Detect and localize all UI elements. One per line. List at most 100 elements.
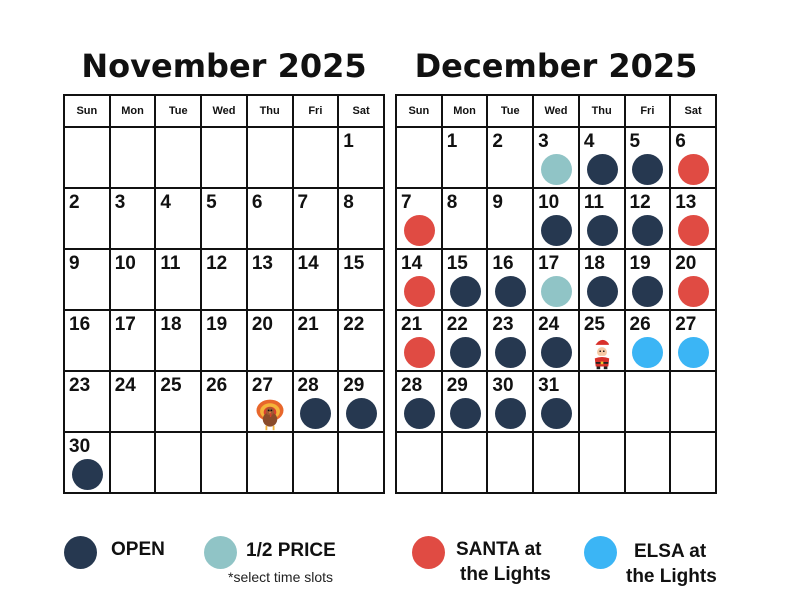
day-cell: 14 [291, 248, 340, 311]
empty-day-cell [486, 431, 535, 494]
calendar-week: 1 2 3 4 5 6 [395, 126, 717, 189]
weekday-sat: Sat [669, 94, 717, 128]
day-number: 18 [160, 314, 182, 335]
day-cell: 26 [200, 370, 248, 433]
santa-dot-icon [678, 215, 710, 246]
day-cell: 17 [532, 248, 580, 311]
elsa-dot-icon [678, 337, 710, 368]
day-number: 21 [297, 314, 319, 335]
day-number: 19 [629, 253, 651, 274]
open-dot-icon [449, 337, 481, 368]
empty-day-cell [532, 431, 580, 494]
half-price-dot-icon [540, 276, 572, 307]
calendar-week [395, 431, 717, 494]
day-cell: 7 [291, 187, 340, 250]
empty-day-cell [395, 431, 443, 494]
open-dot-icon [449, 276, 481, 307]
empty-day-cell [63, 126, 111, 189]
day-number: 5 [629, 131, 641, 152]
day-cell: 27 [245, 370, 294, 433]
empty-day-cell [669, 370, 717, 433]
calendar-week: 1 [63, 126, 385, 189]
day-number: 28 [297, 375, 319, 396]
day-number: 16 [69, 314, 91, 335]
weekday-mon: Mon [440, 94, 489, 128]
day-cell: 26 [623, 309, 672, 372]
weekday-header-row: Sun Mon Tue Wed Thu Fri Sat [395, 94, 717, 128]
empty-day-cell [108, 126, 157, 189]
day-number: 5 [206, 192, 217, 213]
day-number: 15 [343, 253, 365, 274]
day-cell: 10 [532, 187, 580, 250]
day-cell: 9 [486, 187, 535, 250]
day-cell: 1 [337, 126, 385, 189]
legend-half-price-label: 1/2 PRICE [246, 540, 336, 561]
day-number: 27 [251, 375, 273, 396]
empty-day-cell [395, 126, 443, 189]
day-cell: 15 [440, 248, 489, 311]
day-number: 30 [492, 375, 514, 396]
day-cell: 29 [440, 370, 489, 433]
weekday-tue: Tue [154, 94, 203, 128]
open-dot-icon [540, 398, 572, 429]
day-number: 11 [160, 253, 181, 274]
calendar-week: 7 8 9 10 11 12 13 [395, 187, 717, 250]
day-number: 1 [343, 131, 354, 152]
open-dot-icon [300, 398, 332, 429]
calendar-week: 23 24 25 26 27 28 29 [63, 370, 385, 433]
day-number: 6 [251, 192, 263, 213]
day-cell: 11 [577, 187, 626, 250]
empty-day-cell [623, 431, 672, 494]
day-number: 31 [538, 375, 560, 396]
day-cell: 22 [337, 309, 385, 372]
day-cell: 11 [154, 248, 203, 311]
open-dot-icon [403, 398, 435, 429]
legend: OPEN 1/2 PRICE *select time slots SANTA … [0, 530, 800, 600]
day-number: 10 [538, 192, 560, 213]
month-title: December 2025 [414, 47, 698, 85]
day-cell: 24 [532, 309, 580, 372]
weekday-thu: Thu [245, 94, 294, 128]
santa-dot-icon [678, 276, 710, 307]
day-number: 25 [583, 314, 605, 335]
day-cell: 7 [395, 187, 443, 250]
turkey-icon [252, 396, 288, 432]
empty-day-cell [669, 431, 717, 494]
day-cell: 25 [154, 370, 203, 433]
open-dot-icon [64, 536, 97, 569]
empty-day-cell [154, 126, 203, 189]
day-cell: 23 [486, 309, 535, 372]
santa-dot-icon [678, 154, 710, 185]
empty-day-cell [623, 370, 672, 433]
santa-claus-icon [584, 335, 620, 371]
open-dot-icon [586, 215, 618, 246]
day-number: 23 [69, 375, 91, 396]
legend-santa-line2: the Lights [460, 564, 551, 585]
day-number: 27 [675, 314, 697, 335]
day-cell: 4 [154, 187, 203, 250]
day-number: 2 [492, 131, 503, 152]
day-cell: 6 [245, 187, 294, 250]
open-dot-icon [632, 276, 664, 307]
empty-day-cell [577, 431, 626, 494]
day-cell: 19 [623, 248, 672, 311]
calendar-week: 16 17 18 19 20 21 22 [63, 309, 385, 372]
day-cell: 22 [440, 309, 489, 372]
day-cell: 5 [623, 126, 672, 189]
half-price-dot-icon [540, 154, 572, 185]
open-dot-icon [346, 398, 378, 429]
empty-day-cell [245, 431, 294, 494]
day-cell: 18 [154, 309, 203, 372]
day-cell: 27 [669, 309, 717, 372]
day-number: 15 [446, 253, 468, 274]
day-cell: 12 [623, 187, 672, 250]
day-number: 7 [401, 192, 412, 213]
empty-day-cell [337, 431, 385, 494]
day-number: 14 [297, 253, 319, 274]
santa-dot-icon [412, 536, 445, 569]
empty-day-cell [291, 126, 340, 189]
legend-santa-line1: SANTA at [456, 539, 542, 560]
day-number: 9 [492, 192, 503, 213]
day-cell: 13 [669, 187, 717, 250]
day-number: 10 [114, 253, 136, 274]
